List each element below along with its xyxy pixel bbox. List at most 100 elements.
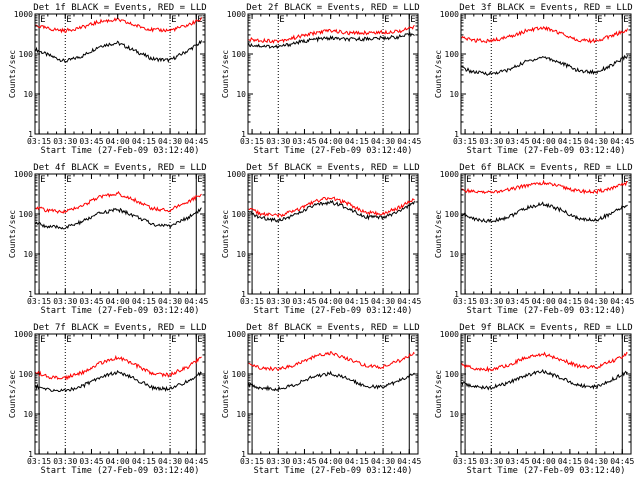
x-tick-label: 03:15 bbox=[240, 137, 264, 146]
x-tick-label: 03:15 bbox=[453, 137, 477, 146]
plot-title: Det 9f BLACK = Events, RED = LLD bbox=[459, 323, 632, 333]
x-tick-label: 04:00 bbox=[106, 297, 130, 306]
plot-title: Det 5f BLACK = Events, RED = LLD bbox=[246, 163, 419, 173]
x-tick-label: 04:30 bbox=[158, 137, 182, 146]
event-marker-label: E bbox=[384, 15, 389, 25]
x-tick-label: 04:30 bbox=[371, 137, 395, 146]
x-tick-label: 03:30 bbox=[266, 137, 290, 146]
y-tick-label: 1 bbox=[454, 130, 459, 139]
event-marker-label: E bbox=[197, 335, 202, 345]
x-axis-label: Start Time (27-Feb-09 03:12:40) bbox=[254, 306, 413, 316]
events-series-line bbox=[461, 368, 628, 391]
y-axis-label: Counts/sec bbox=[8, 50, 17, 98]
plot-frame bbox=[247, 333, 419, 455]
x-tick-label: 04:30 bbox=[371, 457, 395, 466]
y-axis-label: Counts/sec bbox=[221, 210, 230, 258]
y-axis-label: Counts/sec bbox=[434, 50, 443, 98]
event-marker-label: E bbox=[197, 175, 202, 185]
plot-frame bbox=[460, 13, 632, 135]
y-tick-label: 1000 bbox=[440, 170, 459, 179]
event-marker-label: E bbox=[66, 15, 71, 25]
x-tick-label: 03:30 bbox=[479, 137, 503, 146]
event-marker-label: E bbox=[410, 15, 415, 25]
x-tick-label: 04:15 bbox=[558, 137, 582, 146]
event-marker-label: E bbox=[40, 175, 45, 185]
events-series-line bbox=[461, 201, 628, 223]
x-tick-label: 04:15 bbox=[132, 457, 156, 466]
event-marker-label: E bbox=[171, 175, 176, 185]
x-tick-label: 04:00 bbox=[532, 137, 556, 146]
x-axis-label: Start Time (27-Feb-09 03:12:40) bbox=[41, 146, 200, 156]
x-axis-label: Start Time (27-Feb-09 03:12:40) bbox=[41, 466, 200, 476]
x-tick-label: 04:45 bbox=[610, 137, 634, 146]
plot-title: Det 4f BLACK = Events, RED = LLD bbox=[33, 163, 206, 173]
y-tick-label: 1000 bbox=[227, 10, 246, 19]
plot-title: Det 8f BLACK = Events, RED = LLD bbox=[246, 323, 419, 333]
events-series-line bbox=[248, 199, 415, 223]
lld-series-line bbox=[248, 196, 415, 218]
events-series-line bbox=[35, 40, 202, 64]
y-tick-label: 10 bbox=[449, 90, 459, 99]
y-tick-label: 100 bbox=[445, 50, 460, 59]
y-tick-label: 1000 bbox=[440, 10, 459, 19]
x-tick-label: 03:15 bbox=[27, 297, 51, 306]
x-tick-label: 04:00 bbox=[106, 137, 130, 146]
lld-series-line bbox=[461, 179, 628, 195]
x-tick-label: 04:15 bbox=[345, 137, 369, 146]
x-tick-label: 03:30 bbox=[53, 297, 77, 306]
x-tick-label: 03:45 bbox=[79, 297, 103, 306]
x-tick-label: 03:45 bbox=[292, 297, 316, 306]
plot-title: Det 2f BLACK = Events, RED = LLD bbox=[246, 3, 419, 13]
plot-title: Det 7f BLACK = Events, RED = LLD bbox=[33, 323, 206, 333]
x-tick-label: 03:30 bbox=[479, 457, 503, 466]
event-marker-label: E bbox=[384, 175, 389, 185]
x-tick-label: 04:00 bbox=[532, 457, 556, 466]
y-tick-label: 1000 bbox=[227, 330, 246, 339]
y-tick-label: 1 bbox=[28, 290, 33, 299]
x-tick-label: 04:00 bbox=[319, 137, 343, 146]
plot-panel-8: Det 8f BLACK = Events, RED = LLD E E E E 1 10 1… bbox=[221, 323, 421, 476]
event-marker-label: E bbox=[466, 175, 471, 185]
y-tick-label: 100 bbox=[445, 370, 460, 379]
x-tick-label: 04:45 bbox=[397, 457, 421, 466]
x-axis-label: Start Time (27-Feb-09 03:12:40) bbox=[254, 146, 413, 156]
x-axis-label: Start Time (27-Feb-09 03:12:40) bbox=[254, 466, 413, 476]
y-tick-label: 1000 bbox=[14, 170, 33, 179]
x-tick-label: 04:45 bbox=[397, 297, 421, 306]
plot-frame bbox=[34, 13, 206, 135]
event-marker-label: E bbox=[597, 15, 602, 25]
plot-frame bbox=[247, 173, 419, 295]
x-tick-label: 04:45 bbox=[610, 457, 634, 466]
y-tick-label: 1 bbox=[454, 450, 459, 459]
y-tick-label: 10 bbox=[449, 410, 459, 419]
x-tick-label: 04:30 bbox=[584, 297, 608, 306]
x-tick-label: 03:30 bbox=[266, 297, 290, 306]
event-marker-label: E bbox=[253, 175, 258, 185]
x-tick-label: 03:45 bbox=[79, 137, 103, 146]
plot-panel-4: Det 4f BLACK = Events, RED = LLD E E E E 1 10 1… bbox=[8, 163, 208, 316]
x-tick-label: 03:15 bbox=[453, 297, 477, 306]
y-tick-label: 100 bbox=[232, 50, 247, 59]
event-marker-label: E bbox=[171, 335, 176, 345]
event-marker-label: E bbox=[492, 175, 497, 185]
plot-panel-7: Det 7f BLACK = Events, RED = LLD E E E E 1 10 1… bbox=[8, 323, 208, 476]
y-tick-label: 10 bbox=[236, 90, 246, 99]
y-axis-label: Counts/sec bbox=[8, 370, 17, 418]
plot-frame bbox=[34, 173, 206, 295]
event-marker-label: E bbox=[384, 335, 389, 345]
y-tick-label: 1 bbox=[28, 130, 33, 139]
x-tick-label: 04:00 bbox=[532, 297, 556, 306]
x-tick-label: 03:45 bbox=[292, 137, 316, 146]
plot-frame bbox=[34, 333, 206, 455]
x-tick-label: 04:15 bbox=[558, 297, 582, 306]
x-axis-label: Start Time (27-Feb-09 03:12:40) bbox=[467, 466, 626, 476]
y-tick-label: 1000 bbox=[14, 10, 33, 19]
x-tick-label: 03:45 bbox=[79, 457, 103, 466]
plot-frame bbox=[460, 333, 632, 455]
plot-panel-9: Det 9f BLACK = Events, RED = LLD E E E E 1 10 1… bbox=[434, 323, 634, 476]
x-tick-label: 04:30 bbox=[371, 297, 395, 306]
x-tick-label: 03:45 bbox=[292, 457, 316, 466]
x-tick-label: 04:00 bbox=[319, 297, 343, 306]
plot-panel-3: Det 3f BLACK = Events, RED = LLD E E E 1 10 10… bbox=[434, 3, 634, 156]
